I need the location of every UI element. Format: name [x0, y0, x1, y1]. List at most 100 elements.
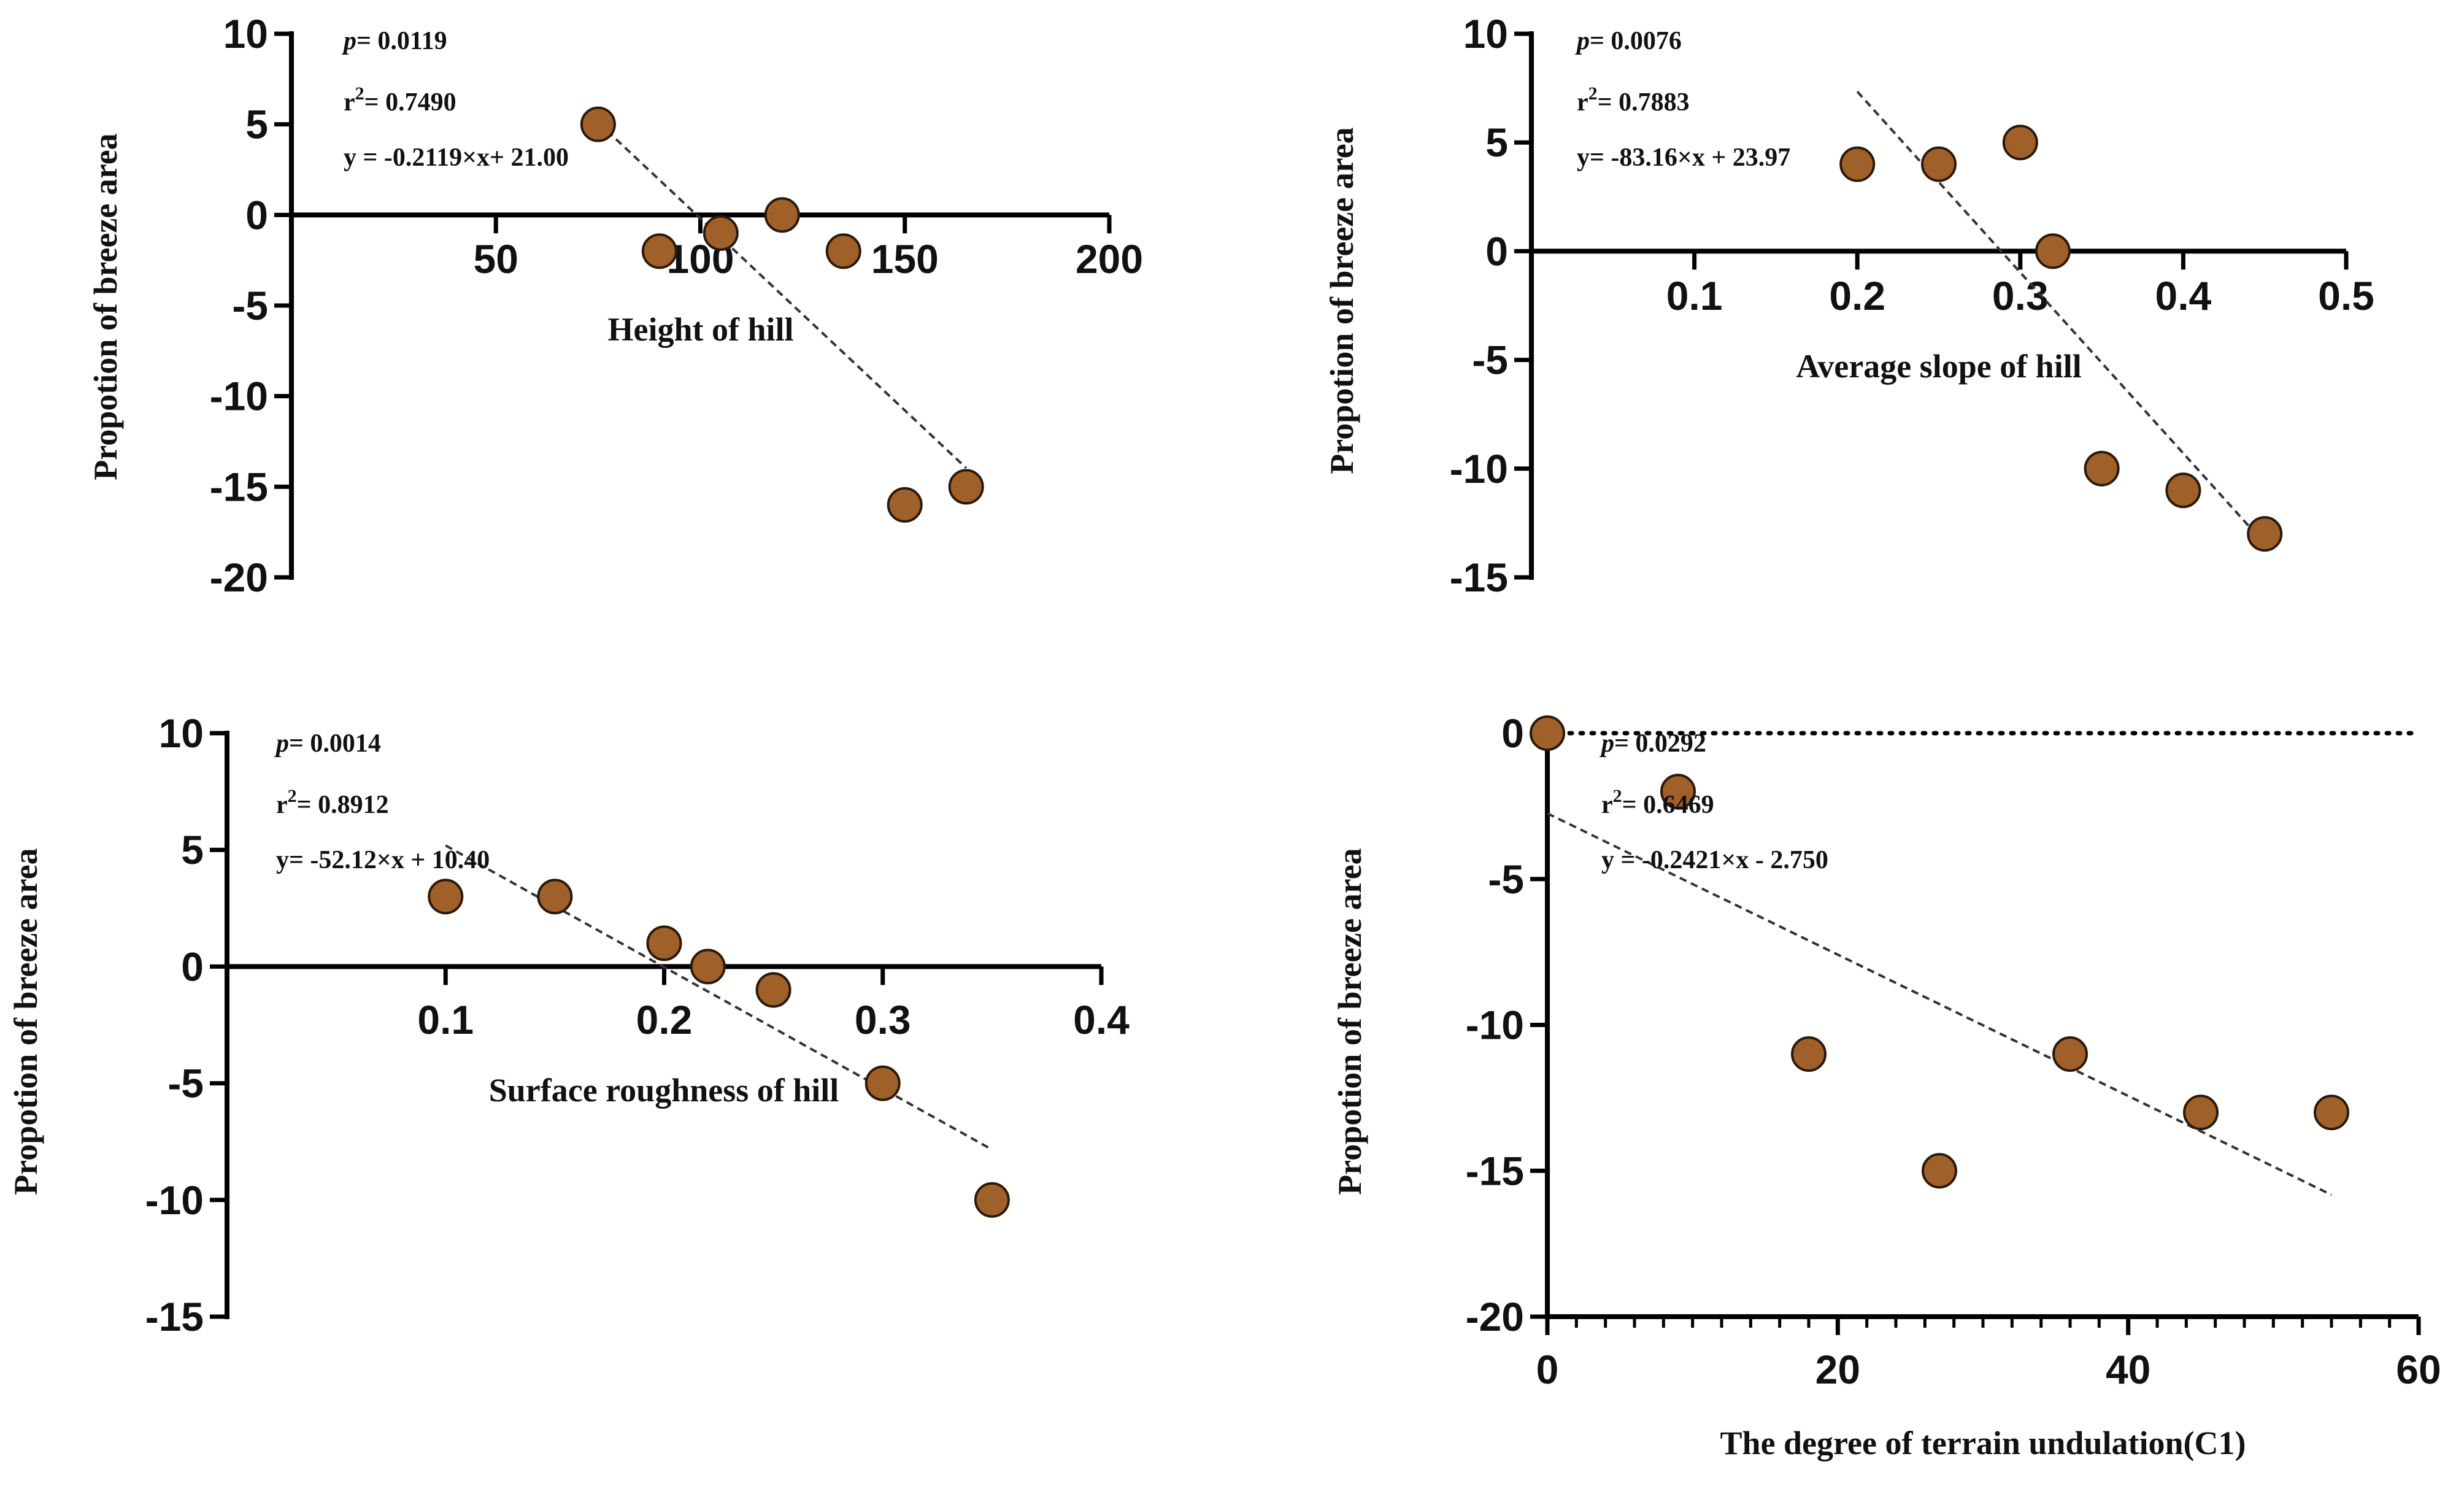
y-axis-label: Propotion of breeze area: [1323, 127, 1360, 474]
data-point: [825, 233, 861, 269]
y-tick-label: 10: [1463, 11, 1508, 56]
y-tick-label: 5: [181, 827, 204, 872]
p-value-text: p= 0.0076: [1575, 27, 1682, 55]
data-point: [537, 879, 573, 915]
x-axis-label: Surface roughness of hill: [489, 1072, 839, 1109]
r-symbol: r: [344, 88, 355, 117]
y-tick-label: -10: [210, 374, 268, 419]
r-squared-value: = 0.7883: [1598, 88, 1690, 117]
data-point: [887, 487, 923, 523]
y-tick-label: 0: [245, 192, 268, 237]
y-tick-label: 10: [223, 11, 268, 56]
x-axis-label: Average slope of hill: [1796, 348, 2081, 385]
r-squared-superscript: 2: [1613, 786, 1622, 806]
y-tick-label: -20: [1466, 1294, 1524, 1339]
y-tick-label: 5: [245, 102, 268, 147]
data-point: [690, 949, 726, 985]
p-symbol: p: [1600, 730, 1614, 758]
y-tick-label: -15: [210, 464, 268, 509]
p-value-text: p= 0.0014: [274, 730, 381, 758]
x-tick-label: 20: [1815, 1347, 1860, 1392]
regression-equation: y= -83.16×x + 23.97: [1577, 144, 1790, 172]
y-tick-label: 0: [1501, 710, 1524, 756]
r-symbol: r: [1601, 791, 1613, 819]
panel-2: 10 5 0 -5 -10 -15 0.1 0.2 0.3 0.4 0.5 Average slope…: [1323, 11, 2374, 600]
r-squared-text: r2= 0.6469: [1601, 786, 1714, 819]
x-tick-label: 40: [2106, 1347, 2150, 1392]
r-squared-value: = 0.6469: [1622, 791, 1714, 819]
y-tick-label: -5: [232, 283, 268, 328]
y-tick-label: 5: [1485, 120, 1508, 165]
data-point: [2183, 1095, 2219, 1131]
x-tick-label: 50: [474, 236, 518, 282]
r-squared-value: = 0.7490: [364, 88, 456, 117]
x-axis-label: The degree of terrain undulation(C1): [1720, 1425, 2246, 1461]
data-point: [1791, 1036, 1827, 1072]
data-point: [1530, 715, 1565, 751]
data-point: [864, 1065, 901, 1101]
p-symbol: p: [342, 27, 356, 55]
p-value-text: p= 0.0119: [342, 27, 447, 55]
data-point: [764, 197, 800, 233]
x-tick-label: 0.4: [2155, 273, 2212, 318]
r-squared-value: = 0.8912: [297, 791, 389, 819]
data-point: [703, 215, 739, 251]
regression-equation: y= -52.12×x + 10.40: [276, 846, 490, 874]
x-tick-label: 0: [1536, 1347, 1559, 1392]
panel-3: 10 5 0 -5 -10 -15 0.1 0.2 0.3 0.4 Surface roughnes…: [7, 710, 1130, 1339]
y-tick-label: -10: [1466, 1003, 1524, 1048]
data-point: [1839, 146, 1876, 182]
y-tick-label: 0: [1485, 228, 1508, 274]
r-symbol: r: [1577, 88, 1588, 117]
x-tick-label: 0.1: [417, 997, 474, 1042]
p-value: = 0.0076: [1590, 27, 1682, 55]
r-squared-text: r2= 0.8912: [276, 786, 389, 819]
data-point: [2002, 125, 2038, 161]
y-tick-label: -5: [1472, 337, 1508, 383]
y-tick-label: 10: [159, 710, 204, 756]
data-point: [2165, 472, 2201, 509]
y-tick-label: -15: [145, 1294, 204, 1339]
y-tick-label: -15: [1466, 1148, 1524, 1193]
data-point: [974, 1182, 1010, 1218]
x-tick-label: 0.3: [1992, 273, 2049, 318]
regression-line: [597, 121, 968, 469]
y-tick-label: -10: [1450, 446, 1508, 491]
data-point: [948, 469, 984, 505]
x-axis-label: Height of hill: [607, 311, 793, 348]
data-point: [641, 233, 677, 269]
r-symbol: r: [276, 791, 288, 819]
x-tick-label: 200: [1076, 236, 1143, 282]
regression-line: [1547, 812, 2332, 1196]
r-squared-superscript: 2: [288, 786, 297, 806]
x-tick-label: 60: [2396, 1347, 2441, 1392]
x-tick-label: 0.2: [1829, 273, 1885, 318]
y-axis-label: Propotion of breeze area: [1331, 848, 1368, 1195]
data-point: [1922, 1153, 1957, 1189]
p-value: = 0.0292: [1614, 730, 1706, 758]
data-point: [755, 972, 791, 1008]
data-point: [2084, 450, 2120, 487]
y-tick-label: 0: [181, 944, 204, 989]
regression-equation: y = -0.2119×x+ 21.00: [344, 144, 569, 172]
r-squared-text: r2= 0.7490: [344, 83, 456, 117]
y-tick-label: -10: [145, 1177, 204, 1223]
p-symbol: p: [274, 730, 289, 758]
y-tick-label: -5: [1488, 857, 1524, 902]
y-tick-label: -20: [210, 555, 268, 600]
r-squared-text: r2= 0.7883: [1577, 83, 1690, 117]
data-point: [2035, 233, 2071, 269]
data-point: [1660, 774, 1696, 810]
regression-equation: y = -0.2421×x - 2.750: [1601, 846, 1828, 874]
x-tick-label: 0.1: [1666, 273, 1723, 318]
data-point: [2247, 516, 2283, 552]
x-tick-label: 0.4: [1073, 997, 1130, 1042]
p-value: = 0.0014: [289, 730, 381, 758]
y-axis-label: Propotion of breeze area: [87, 133, 124, 480]
x-tick-label: 150: [871, 236, 939, 282]
p-symbol: p: [1575, 27, 1590, 55]
r-squared-superscript: 2: [355, 83, 364, 104]
data-point: [2314, 1095, 2349, 1131]
